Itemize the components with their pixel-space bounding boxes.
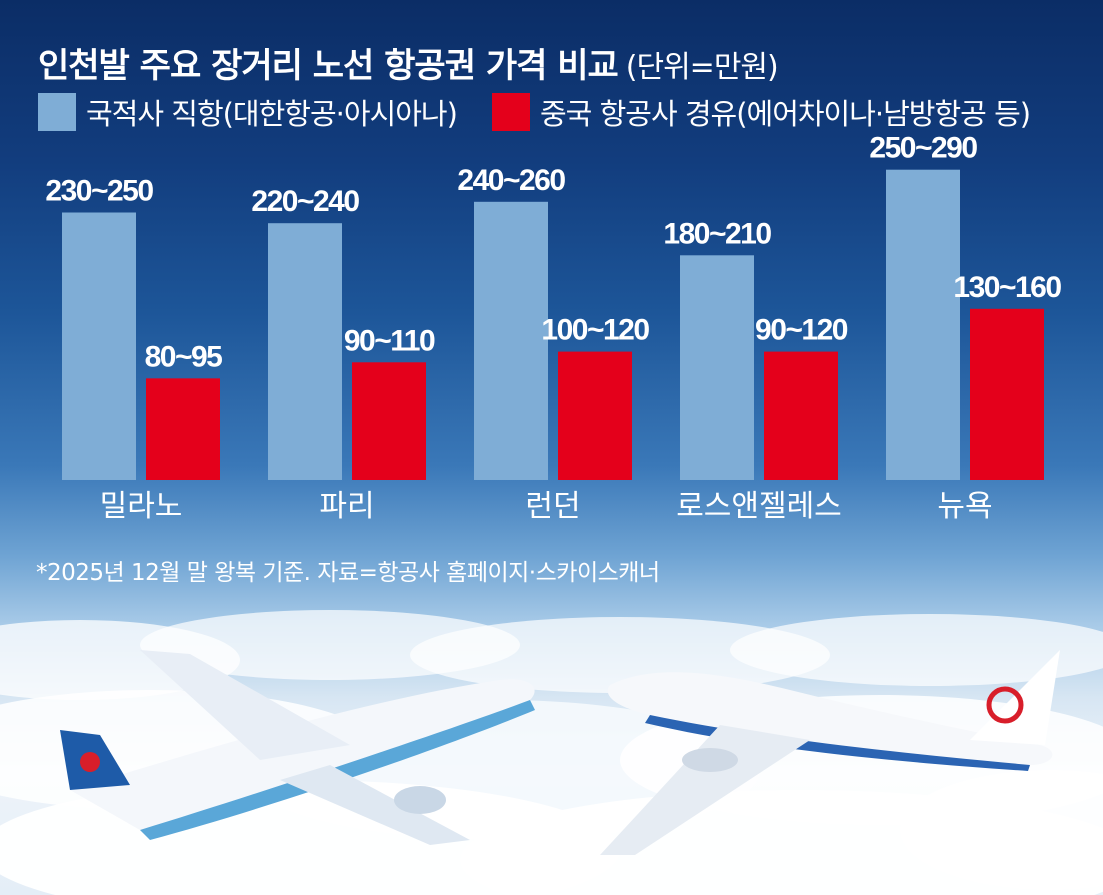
title-text: 인천발 주요 장거리 노선 항공권 가격 비교	[38, 46, 619, 86]
value-label-domestic-0: 230~250	[45, 175, 153, 208]
value-label-domestic-2: 240~260	[457, 164, 565, 197]
footnote: *2025년 12월 말 왕복 기준. 자료=항공사 홈페이지·스카이스캐너	[36, 560, 660, 586]
value-label-china-0: 80~95	[145, 340, 223, 373]
category-label-2: 런던	[525, 489, 580, 524]
bar-domestic-2	[474, 201, 548, 481]
legend-item-domestic: 국적사 직항(대한항공·아시아나)	[38, 92, 458, 132]
bar-domestic-1	[268, 223, 342, 480]
unit-label: (단위=만원)	[625, 50, 779, 85]
value-label-domestic-3: 180~210	[663, 217, 771, 250]
bar-china-3	[764, 351, 838, 480]
legend-label-domestic: 국적사 직항(대한항공·아시아나)	[86, 97, 458, 131]
bar-domestic-3	[680, 255, 754, 480]
bar-china-0	[146, 378, 220, 480]
category-label-0: 밀라노	[100, 489, 183, 524]
bar-china-4	[970, 308, 1044, 480]
china-southern-plane-image	[60, 650, 535, 845]
air-china-plane-image	[600, 650, 1060, 855]
chart-title: 인천발 주요 장거리 노선 항공권 가격 비교 (단위=만원)	[38, 38, 779, 87]
value-label-domestic-1: 220~240	[251, 185, 359, 218]
value-label-china-3: 90~120	[755, 314, 848, 347]
legend-swatch-domestic	[38, 93, 76, 131]
legend-item-china: 중국 항공사 경유(에어차이나·남방항공 등)	[492, 92, 1031, 132]
bar-china-1	[352, 362, 426, 480]
bar-chart: 230~250 80~95 밀라노 220~240 90~110 파리 240~260 100…	[45, 132, 1061, 524]
category-label-4: 뉴욕	[937, 489, 992, 524]
legend-swatch-china	[492, 93, 530, 131]
legend-label-china: 중국 항공사 경유(에어차이나·남방항공 등)	[540, 97, 1031, 131]
category-label-1: 파리	[319, 489, 374, 524]
value-label-china-1: 90~110	[344, 324, 435, 357]
value-label-china-4: 130~160	[953, 271, 1061, 304]
cloud-layer	[0, 610, 1103, 895]
value-label-china-2: 100~120	[541, 314, 649, 347]
bar-domestic-0	[62, 212, 136, 480]
bar-domestic-4	[886, 169, 960, 480]
bar-china-2	[558, 351, 632, 480]
value-label-domestic-4: 250~290	[869, 132, 977, 165]
category-label-3: 로스앤젤레스	[676, 489, 842, 524]
